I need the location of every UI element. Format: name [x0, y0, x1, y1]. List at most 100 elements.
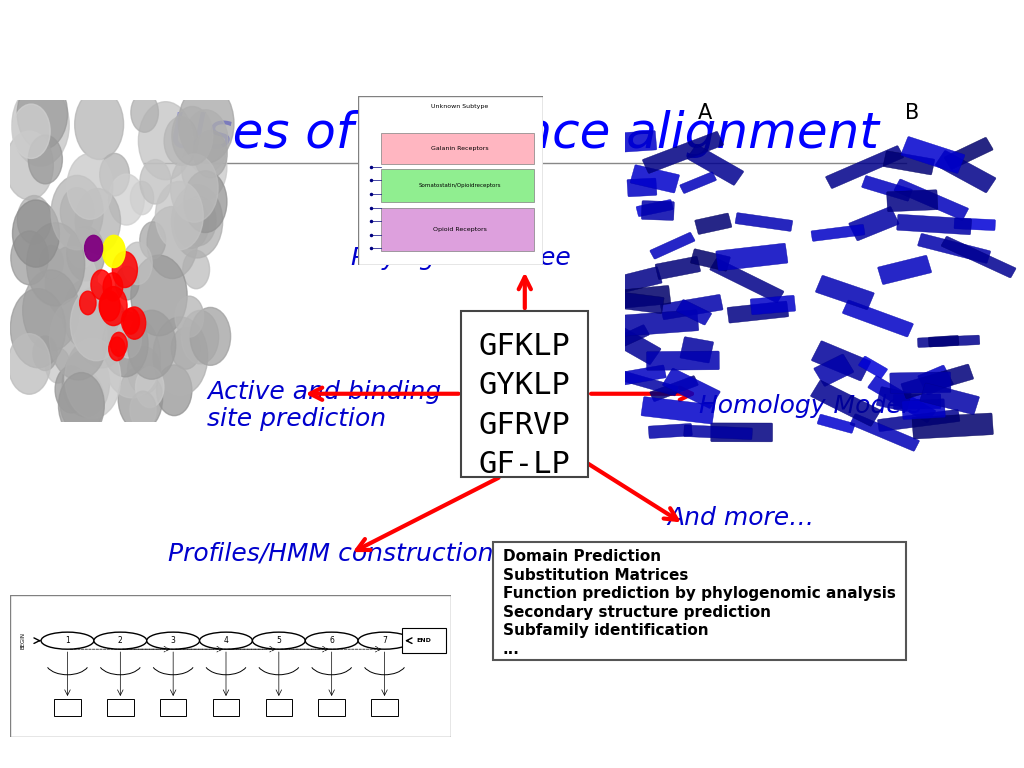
Circle shape: [49, 297, 108, 380]
Circle shape: [171, 185, 222, 258]
Circle shape: [181, 135, 227, 200]
Circle shape: [178, 84, 233, 164]
FancyBboxPatch shape: [627, 178, 656, 197]
Circle shape: [60, 369, 104, 433]
FancyBboxPatch shape: [941, 237, 1016, 278]
FancyBboxPatch shape: [615, 370, 678, 396]
Circle shape: [41, 632, 94, 649]
Circle shape: [71, 286, 122, 361]
Text: Function prediction by phylogenomic analysis: Function prediction by phylogenomic anal…: [503, 586, 895, 601]
FancyBboxPatch shape: [929, 336, 959, 347]
FancyBboxPatch shape: [849, 207, 899, 241]
Circle shape: [58, 372, 104, 438]
Circle shape: [118, 367, 163, 430]
FancyBboxPatch shape: [918, 233, 990, 263]
Circle shape: [91, 270, 112, 300]
FancyBboxPatch shape: [811, 224, 865, 241]
FancyBboxPatch shape: [676, 300, 712, 325]
FancyBboxPatch shape: [494, 541, 905, 660]
FancyBboxPatch shape: [599, 286, 671, 310]
FancyBboxPatch shape: [811, 341, 870, 381]
Text: And more…: And more…: [668, 506, 815, 530]
FancyBboxPatch shape: [597, 131, 656, 154]
FancyBboxPatch shape: [850, 414, 920, 451]
Circle shape: [80, 291, 96, 315]
Circle shape: [62, 280, 112, 349]
FancyBboxPatch shape: [265, 699, 292, 716]
Text: Phylogenetic tree: Phylogenetic tree: [351, 246, 571, 270]
Circle shape: [102, 235, 125, 267]
FancyBboxPatch shape: [878, 409, 959, 432]
FancyBboxPatch shape: [694, 213, 732, 234]
FancyBboxPatch shape: [648, 423, 692, 439]
FancyBboxPatch shape: [814, 354, 854, 386]
Circle shape: [138, 101, 193, 180]
Text: 5: 5: [276, 636, 282, 645]
FancyBboxPatch shape: [935, 151, 996, 193]
Circle shape: [99, 286, 127, 326]
Circle shape: [182, 250, 210, 289]
Circle shape: [33, 336, 57, 371]
Circle shape: [184, 170, 227, 233]
FancyBboxPatch shape: [918, 365, 953, 395]
Circle shape: [128, 310, 176, 379]
Circle shape: [123, 242, 153, 285]
Text: Somatostatin/Opioidreceptors: Somatostatin/Opioidreceptors: [419, 183, 501, 188]
Circle shape: [45, 348, 70, 383]
Circle shape: [130, 181, 154, 215]
FancyBboxPatch shape: [636, 200, 673, 217]
FancyBboxPatch shape: [861, 176, 912, 201]
Circle shape: [139, 222, 166, 259]
FancyBboxPatch shape: [817, 414, 855, 433]
FancyBboxPatch shape: [902, 399, 945, 419]
Circle shape: [147, 207, 198, 279]
Circle shape: [157, 365, 191, 415]
Circle shape: [184, 110, 228, 173]
Text: GYKLP: GYKLP: [479, 371, 570, 400]
Circle shape: [12, 84, 70, 166]
FancyBboxPatch shape: [642, 131, 723, 174]
Text: 6: 6: [330, 636, 334, 645]
Circle shape: [23, 270, 79, 351]
FancyBboxPatch shape: [381, 133, 534, 164]
Circle shape: [146, 632, 200, 649]
Text: Secondary structure prediction: Secondary structure prediction: [503, 604, 771, 620]
FancyBboxPatch shape: [630, 165, 680, 193]
Circle shape: [85, 235, 102, 261]
Circle shape: [68, 228, 95, 268]
Circle shape: [122, 308, 139, 334]
Circle shape: [140, 160, 171, 204]
Circle shape: [109, 174, 144, 225]
FancyBboxPatch shape: [868, 376, 936, 422]
Circle shape: [45, 246, 97, 320]
FancyBboxPatch shape: [894, 179, 969, 220]
FancyBboxPatch shape: [650, 376, 698, 402]
Circle shape: [55, 366, 88, 413]
Circle shape: [109, 337, 125, 361]
FancyBboxPatch shape: [877, 387, 911, 412]
FancyBboxPatch shape: [890, 372, 951, 393]
FancyBboxPatch shape: [372, 699, 397, 716]
FancyBboxPatch shape: [684, 425, 753, 439]
FancyBboxPatch shape: [901, 137, 965, 174]
FancyBboxPatch shape: [595, 289, 665, 313]
Circle shape: [131, 93, 159, 132]
Text: 1: 1: [66, 636, 70, 645]
FancyBboxPatch shape: [615, 325, 649, 348]
Circle shape: [8, 333, 50, 394]
Text: 7: 7: [382, 636, 387, 645]
Circle shape: [175, 296, 204, 337]
FancyBboxPatch shape: [680, 172, 717, 194]
FancyBboxPatch shape: [920, 383, 979, 415]
FancyBboxPatch shape: [918, 335, 980, 347]
FancyBboxPatch shape: [897, 214, 972, 235]
FancyBboxPatch shape: [381, 207, 534, 251]
FancyBboxPatch shape: [883, 151, 935, 175]
FancyBboxPatch shape: [612, 327, 660, 365]
FancyBboxPatch shape: [10, 595, 451, 737]
FancyBboxPatch shape: [213, 699, 240, 716]
FancyBboxPatch shape: [650, 233, 695, 259]
FancyBboxPatch shape: [878, 255, 932, 284]
Circle shape: [123, 307, 145, 339]
Circle shape: [11, 231, 48, 285]
